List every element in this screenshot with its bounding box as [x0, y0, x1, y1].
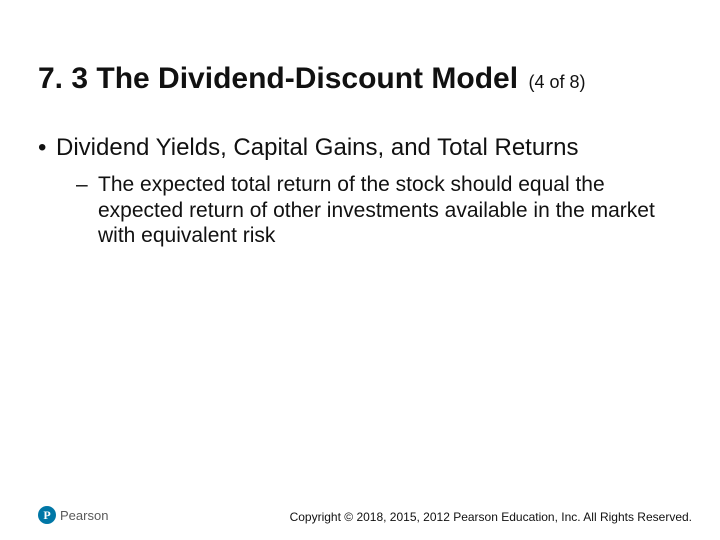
- publisher-logo: P Pearson: [38, 506, 108, 524]
- bullet-level-1: •Dividend Yields, Capital Gains, and Tot…: [38, 134, 672, 162]
- bullet-marker: •: [38, 134, 56, 162]
- logo-brand-text: Pearson: [60, 508, 108, 523]
- copyright-text: Copyright © 2018, 2015, 2012 Pearson Edu…: [290, 510, 692, 524]
- slide-container: 7. 3 The Dividend-Discount Model (4 of 8…: [0, 0, 720, 540]
- bullet-marker: –: [76, 172, 98, 198]
- bullet-text: Dividend Yields, Capital Gains, and Tota…: [56, 134, 579, 161]
- bullet-text: The expected total return of the stock s…: [98, 172, 660, 249]
- slide-title-row: 7. 3 The Dividend-Discount Model (4 of 8…: [38, 62, 690, 96]
- slide-subtitle: (4 of 8): [529, 72, 586, 92]
- bullet-level-2: – The expected total return of the stock…: [76, 172, 660, 249]
- logo-letter: P: [43, 508, 50, 523]
- logo-circle-icon: P: [38, 506, 56, 524]
- slide-title: 7. 3 The Dividend-Discount Model: [38, 62, 518, 95]
